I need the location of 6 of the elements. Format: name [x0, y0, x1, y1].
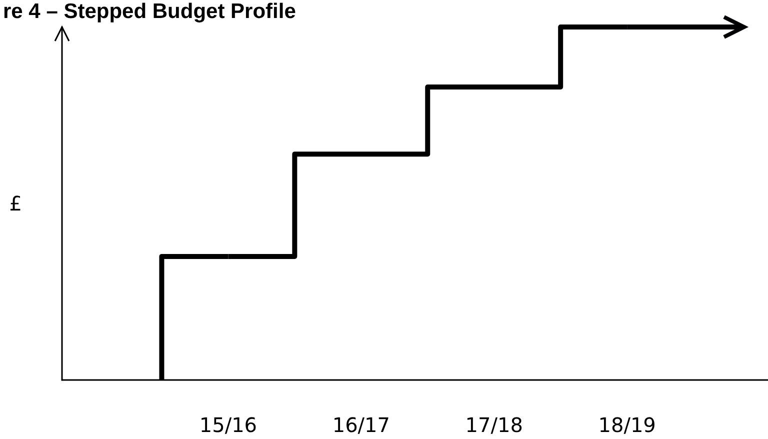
x-tick-label: 16/17: [332, 413, 390, 437]
chart-title: re 4 – Stepped Budget Profile: [3, 0, 296, 23]
y-axis-title: £: [9, 192, 22, 216]
x-tick-label: 17/18: [465, 413, 523, 437]
x-tick-label: 18/19: [598, 413, 656, 437]
x-tick-label: 15/16: [199, 413, 258, 437]
